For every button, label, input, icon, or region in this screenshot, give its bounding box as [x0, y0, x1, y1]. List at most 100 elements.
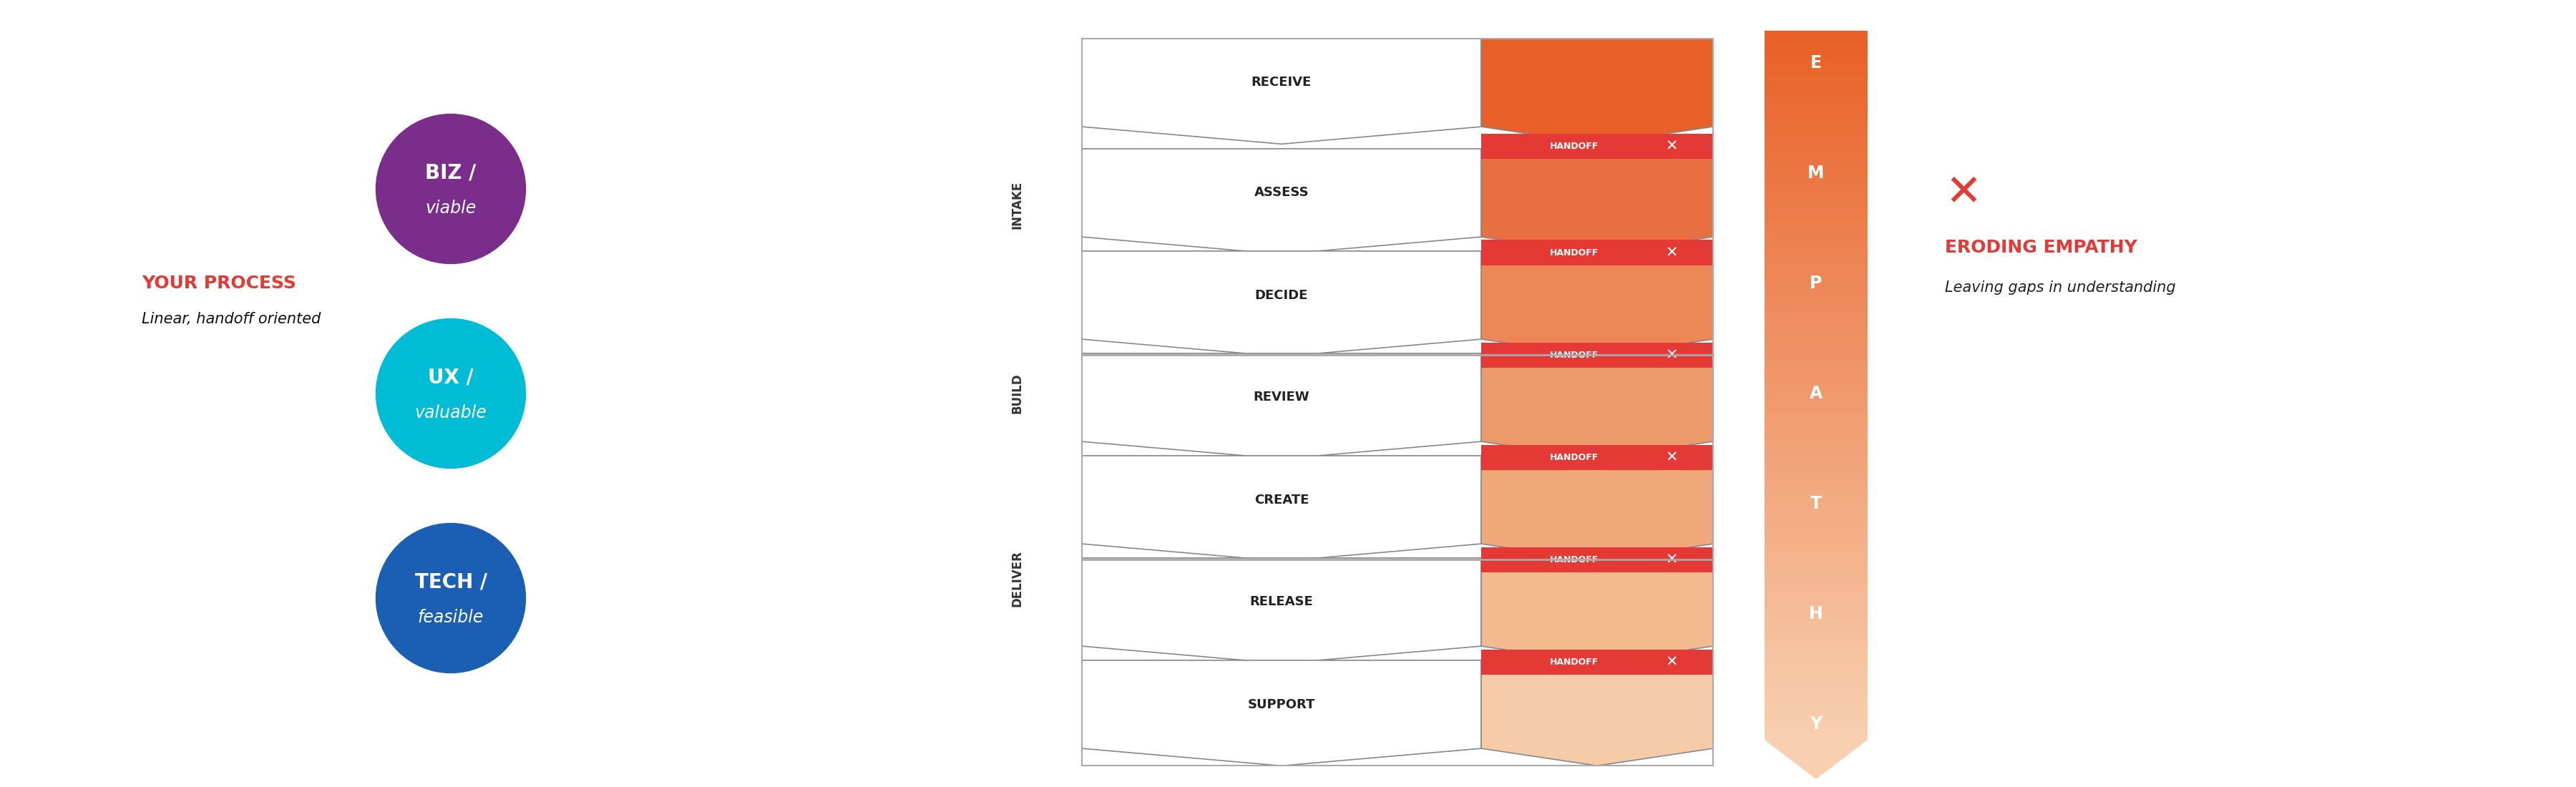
Bar: [1765, 579, 1868, 586]
Polygon shape: [1481, 149, 1713, 254]
Bar: [1765, 497, 1868, 504]
Bar: [1765, 96, 1868, 102]
Bar: [1765, 385, 1868, 391]
Bar: [1765, 438, 1868, 445]
Bar: [1765, 615, 1868, 622]
Bar: [1765, 320, 1868, 327]
Bar: [1765, 167, 1868, 173]
Text: HANDOFF: HANDOFF: [1551, 657, 1597, 667]
Bar: [1765, 656, 1868, 663]
Text: YOUR PROCESS: YOUR PROCESS: [142, 275, 296, 292]
Bar: [1765, 332, 1868, 338]
Text: UX /: UX /: [428, 368, 474, 388]
Bar: [1765, 308, 1868, 315]
Text: REVIEW: REVIEW: [1255, 391, 1309, 404]
Text: HANDOFF: HANDOFF: [1551, 142, 1597, 151]
Bar: [1765, 527, 1868, 534]
Bar: [1765, 302, 1868, 309]
Bar: [1765, 621, 1868, 627]
Polygon shape: [1481, 558, 1713, 663]
Bar: [1765, 220, 1868, 227]
Bar: [1765, 84, 1868, 91]
Text: valuable: valuable: [415, 405, 487, 422]
Bar: [1765, 550, 1868, 556]
Bar: [1765, 314, 1868, 321]
Bar: [1481, 547, 1713, 572]
Bar: [1765, 503, 1868, 510]
Bar: [1765, 54, 1868, 61]
Bar: [1765, 727, 1868, 733]
Bar: [1765, 102, 1868, 109]
Bar: [1765, 402, 1868, 409]
Text: ✕: ✕: [1664, 450, 1677, 464]
Polygon shape: [1481, 39, 1713, 144]
Text: BUILD: BUILD: [1010, 373, 1025, 414]
Text: viable: viable: [425, 200, 477, 217]
Polygon shape: [1481, 456, 1713, 561]
Bar: [1765, 61, 1868, 67]
Bar: [1765, 704, 1868, 710]
Bar: [1765, 668, 1868, 674]
Bar: [1765, 591, 1868, 598]
Text: ASSESS: ASSESS: [1255, 187, 1309, 199]
Bar: [1765, 485, 1868, 492]
Bar: [1765, 131, 1868, 138]
Bar: [1765, 172, 1868, 179]
Bar: [1765, 273, 1868, 279]
Polygon shape: [1481, 353, 1713, 459]
Bar: [1765, 491, 1868, 497]
Polygon shape: [1765, 740, 1868, 779]
Polygon shape: [1481, 660, 1713, 766]
Bar: [1765, 214, 1868, 220]
Text: ✕: ✕: [1664, 139, 1677, 153]
Text: P: P: [1811, 275, 1821, 292]
Polygon shape: [1082, 558, 1481, 663]
Text: ✕: ✕: [1664, 552, 1677, 567]
Bar: [1765, 390, 1868, 397]
Bar: [1765, 456, 1868, 462]
Bar: [1765, 408, 1868, 416]
Bar: [1765, 338, 1868, 345]
Text: HANDOFF: HANDOFF: [1551, 350, 1597, 360]
Bar: [1765, 179, 1868, 185]
Bar: [1765, 645, 1868, 651]
Bar: [1765, 420, 1868, 427]
Bar: [1765, 538, 1868, 545]
Bar: [1765, 650, 1868, 657]
Text: CREATE: CREATE: [1255, 493, 1309, 506]
Text: ✕: ✕: [1664, 348, 1677, 362]
Bar: [1765, 72, 1868, 79]
Bar: [1765, 125, 1868, 131]
Text: Y: Y: [1811, 715, 1821, 733]
Bar: [1765, 42, 1868, 49]
Bar: [1765, 515, 1868, 521]
Bar: [1765, 479, 1868, 486]
Polygon shape: [1082, 660, 1481, 766]
Bar: [1765, 674, 1868, 681]
Bar: [1765, 49, 1868, 55]
Polygon shape: [1082, 251, 1481, 357]
Text: M: M: [1808, 164, 1824, 182]
Bar: [1765, 373, 1868, 379]
Bar: [1765, 190, 1868, 197]
Text: INTAKE: INTAKE: [1010, 180, 1025, 229]
Bar: [1765, 297, 1868, 303]
Bar: [1765, 37, 1868, 43]
Text: A: A: [1808, 385, 1824, 402]
Bar: [1765, 78, 1868, 85]
Bar: [1765, 184, 1868, 190]
Bar: [1765, 521, 1868, 527]
Bar: [1765, 356, 1868, 362]
Text: ✕: ✕: [1664, 655, 1677, 669]
Bar: [1765, 361, 1868, 368]
Bar: [1765, 196, 1868, 203]
Polygon shape: [1082, 149, 1481, 254]
Text: ✕: ✕: [1664, 246, 1677, 260]
Text: DECIDE: DECIDE: [1255, 289, 1309, 301]
Bar: [1765, 155, 1868, 161]
Text: SUPPORT: SUPPORT: [1247, 698, 1316, 711]
Bar: [1765, 202, 1868, 209]
Text: H: H: [1808, 605, 1824, 623]
Bar: [1765, 108, 1868, 114]
Text: Linear, handoff oriented: Linear, handoff oriented: [142, 312, 322, 326]
